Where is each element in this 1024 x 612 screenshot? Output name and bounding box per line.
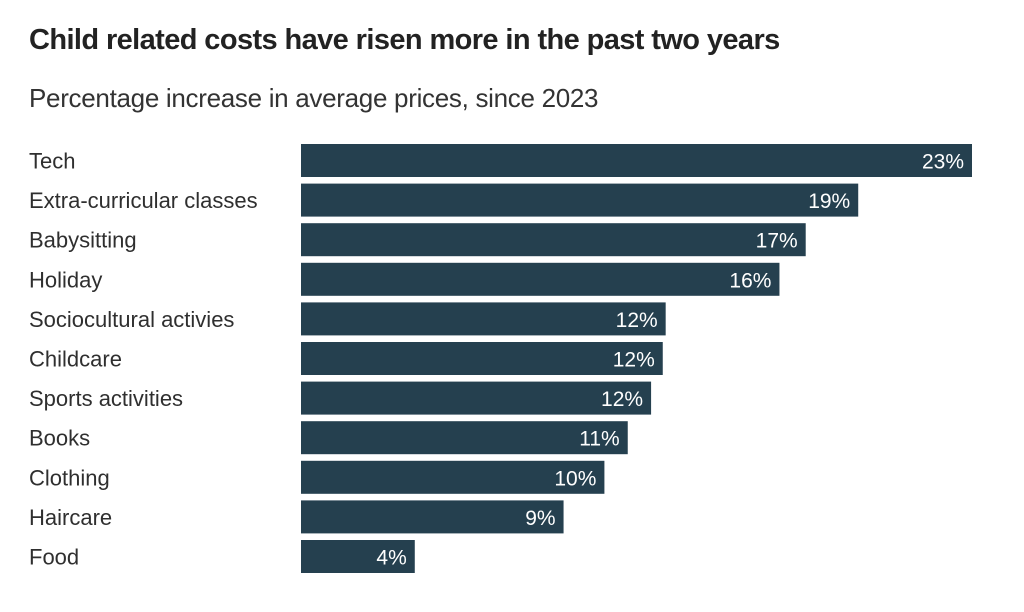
category-label: Sociocultural activies [29,307,234,332]
value-label: 10% [554,467,596,490]
category-label: Clothing [29,465,110,490]
bar [301,500,564,534]
value-label: 12% [616,309,658,332]
bar [301,144,972,177]
category-label: Sports activities [29,386,183,411]
value-label: 19% [808,190,850,213]
bar [301,381,652,415]
category-label: Haircare [29,505,112,530]
bar [301,302,666,336]
value-label: 12% [601,388,643,411]
bar [301,540,415,573]
bar [301,223,806,257]
category-label: Food [29,545,79,570]
bar [301,421,628,455]
value-label: 17% [756,230,798,253]
category-label: Childcare [29,347,122,372]
value-label: 23% [922,151,964,174]
category-label: Holiday [29,267,102,292]
value-label: 16% [729,269,771,292]
category-label: Tech [29,149,75,174]
category-label: Extra-curricular classes [29,188,258,213]
category-label: Books [29,426,90,451]
bar [301,183,859,217]
value-label: 9% [525,507,555,530]
bar [301,342,663,375]
bar [301,262,780,296]
value-label: 12% [613,349,655,372]
value-label: 11% [579,428,619,451]
chart-title: Child related costs have risen more in t… [29,24,780,56]
chart-subtitle: Percentage increase in average prices, s… [29,83,599,113]
category-label: Babysitting [29,228,137,253]
value-label: 4% [376,547,406,570]
bar [301,460,605,494]
